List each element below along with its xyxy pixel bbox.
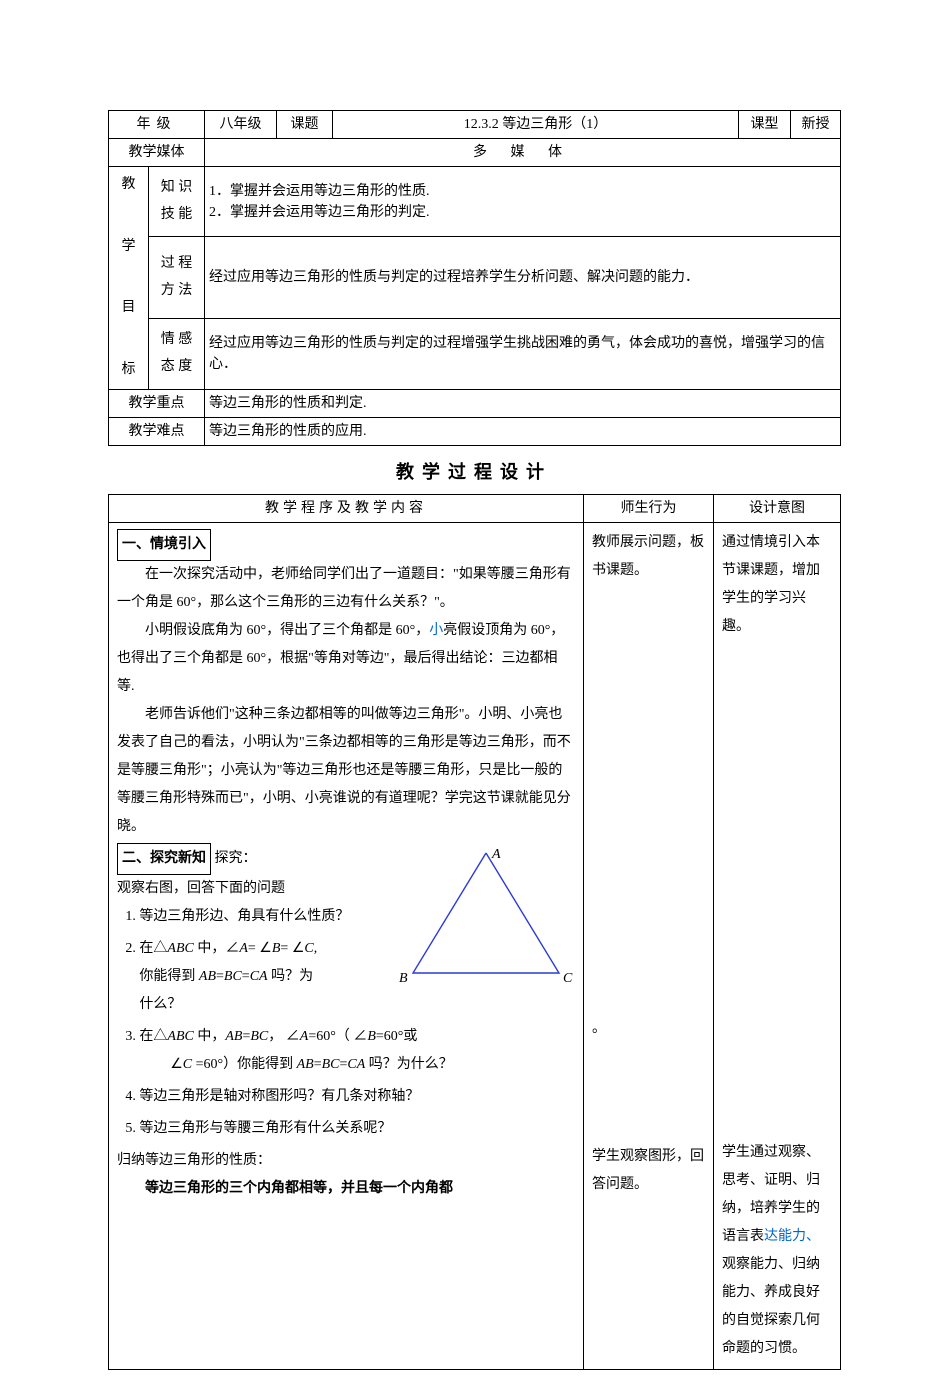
q3b: ∠C =60°）你能得到 AB=BC=CA 吗？为什么？	[139, 1051, 575, 1079]
q3: 在△ABC 中，AB=BC， ∠A=60°（ ∠B=60°或 ∠C =60°）你…	[139, 1023, 575, 1079]
value-topic: 12.3.2 等边三角形（1）	[333, 111, 739, 139]
observe-label: 观察右图，回答下面的问题	[117, 881, 285, 896]
intent-1: 通过情境引入本节课课题，增加学生的学习兴趣。	[722, 535, 820, 634]
value-difficulty: 等边三角形的性质的应用.	[205, 417, 841, 445]
value-emotion: 经过应用等边三角形的性质与判定的过程增强学生挑战困难的勇气，体会成功的喜悦，增强…	[205, 319, 841, 389]
bold-conclusion: 等边三角形的三个内角都相等，并且每一个内角都	[117, 1175, 453, 1203]
row-grade: 年级 八年级 课题 12.3.2 等边三角形（1） 课型 新授	[109, 111, 841, 139]
behavior-2: 学生观察图形，回答问题。	[592, 1149, 704, 1192]
p3: 老师告诉他们"这种三条边都相等的叫做等边三角形"。小明、小亮也发表了自己的看法，…	[117, 701, 575, 841]
p2link-fragment: 小	[429, 623, 443, 638]
q3a: 在△ABC 中，AB=BC， ∠A=60°（ ∠B=60°或	[139, 1029, 417, 1044]
intent-2: 学生通过观察、思考、证明、归纳，培养学生的语言表达能力、观察能力、归纳能力、养成…	[722, 1145, 820, 1356]
q2a: 在△ABC 中，∠A= ∠B= ∠C,	[139, 941, 317, 956]
label-grade: 年级	[109, 111, 205, 139]
section-title: 教学过程设计	[108, 446, 840, 494]
behavior-dot: 。	[592, 1021, 606, 1036]
spacer-3	[722, 641, 832, 1139]
spacer-2	[592, 1043, 705, 1143]
q2b: 你能得到 AB=BC=CA 吗？为	[139, 969, 313, 984]
explore-label: 探究：	[215, 851, 257, 866]
content-cell: 一、情境引入 在一次探究活动中，老师给同学们出了一道题目："如果等腰三角形有一个…	[109, 522, 584, 1369]
spacer-1	[592, 585, 705, 1015]
behavior-cell: 教师展示问题，板书课题。 。 学生观察图形，回答问题。	[584, 522, 714, 1369]
head-intent: 设计意图	[714, 494, 841, 522]
knowledge-line2: 2．掌握并会运用等边三角形的判定.	[209, 205, 430, 220]
p2a: 小明假设底角为 60°，得出了三个角都是 60°，	[145, 623, 429, 638]
value-focus: 等边三角形的性质和判定.	[205, 389, 841, 417]
label-topic: 课题	[277, 111, 333, 139]
label-goals: 教学目标	[109, 167, 149, 390]
page: 年级 八年级 课题 12.3.2 等边三角形（1） 课型 新授 教学媒体 多 媒…	[0, 0, 945, 1390]
value-grade: 八年级	[205, 111, 277, 139]
p2: 小明假设底角为 60°，得出了三个角都是 60°，小亮假设顶角为 60°，也得出…	[117, 617, 575, 701]
triangle-diagram: A B C	[401, 845, 571, 995]
row-goal-process: 过 程方 法 经过应用等边三角形的性质与判定的过程培养学生分析问题、解决问题的能…	[109, 237, 841, 319]
heading-context: 一、情境引入	[117, 529, 211, 561]
row-goal-emotion: 情 感态 度 经过应用等边三角形的性质与判定的过程增强学生挑战困难的勇气，体会成…	[109, 319, 841, 389]
value-knowledge: 1．掌握并会运用等边三角形的性质. 2．掌握并会运用等边三角形的判定.	[205, 167, 841, 237]
heading-explore: 二、探究新知	[117, 843, 211, 875]
lesson-header-table: 年级 八年级 课题 12.3.2 等边三角形（1） 课型 新授 教学媒体 多 媒…	[108, 110, 841, 446]
triangle-label-c: C	[563, 965, 572, 993]
label-emotion: 情 感态 度	[149, 319, 205, 389]
triangle-svg	[401, 845, 571, 985]
label-focus: 教学重点	[109, 389, 205, 417]
q2c: 什么？	[139, 997, 181, 1012]
value-type: 新授	[791, 111, 841, 139]
process-head-row: 教学程序及教学内容 师生行为 设计意图	[109, 494, 841, 522]
row-focus: 教学重点 等边三角形的性质和判定.	[109, 389, 841, 417]
q5: 等边三角形与等腰三角形有什么关系呢？	[139, 1115, 575, 1143]
label-process: 过 程方 法	[149, 237, 205, 319]
intent-cell: 通过情境引入本节课课题，增加学生的学习兴趣。 学生通过观察、思考、证明、归纳，培…	[714, 522, 841, 1369]
process-body-row: 一、情境引入 在一次探究活动中，老师给同学们出了一道题目："如果等腰三角形有一个…	[109, 522, 841, 1369]
head-content: 教学程序及教学内容	[109, 494, 584, 522]
row-goal-knowledge: 教学目标 知 识技 能 1．掌握并会运用等边三角形的性质. 2．掌握并会运用等边…	[109, 167, 841, 237]
label-media: 教学媒体	[109, 139, 205, 167]
row-difficulty: 教学难点 等边三角形的性质的应用.	[109, 417, 841, 445]
p1: 在一次探究活动中，老师给同学们出了一道题目："如果等腰三角形有一个角是 60°，…	[117, 561, 575, 617]
q4: 等边三角形是轴对称图形吗？有几条对称轴？	[139, 1083, 575, 1111]
label-knowledge: 知 识技 能	[149, 167, 205, 237]
value-process: 经过应用等边三角形的性质与判定的过程培养学生分析问题、解决问题的能力．	[205, 237, 841, 319]
label-type: 课型	[739, 111, 791, 139]
triangle-label-b: B	[399, 965, 408, 993]
triangle-label-a: A	[492, 841, 501, 869]
knowledge-line1: 1．掌握并会运用等边三角形的性质.	[209, 184, 430, 199]
process-table: 教学程序及教学内容 师生行为 设计意图 一、情境引入 在一次探究活动中，老师给同…	[108, 494, 841, 1370]
row-media: 教学媒体 多 媒 体	[109, 139, 841, 167]
behavior-1: 教师展示问题，板书课题。	[592, 535, 704, 578]
head-behavior: 师生行为	[584, 494, 714, 522]
label-difficulty: 教学难点	[109, 417, 205, 445]
value-media: 多 媒 体	[205, 139, 841, 167]
summary-label: 归纳等边三角形的性质：	[117, 1153, 271, 1168]
